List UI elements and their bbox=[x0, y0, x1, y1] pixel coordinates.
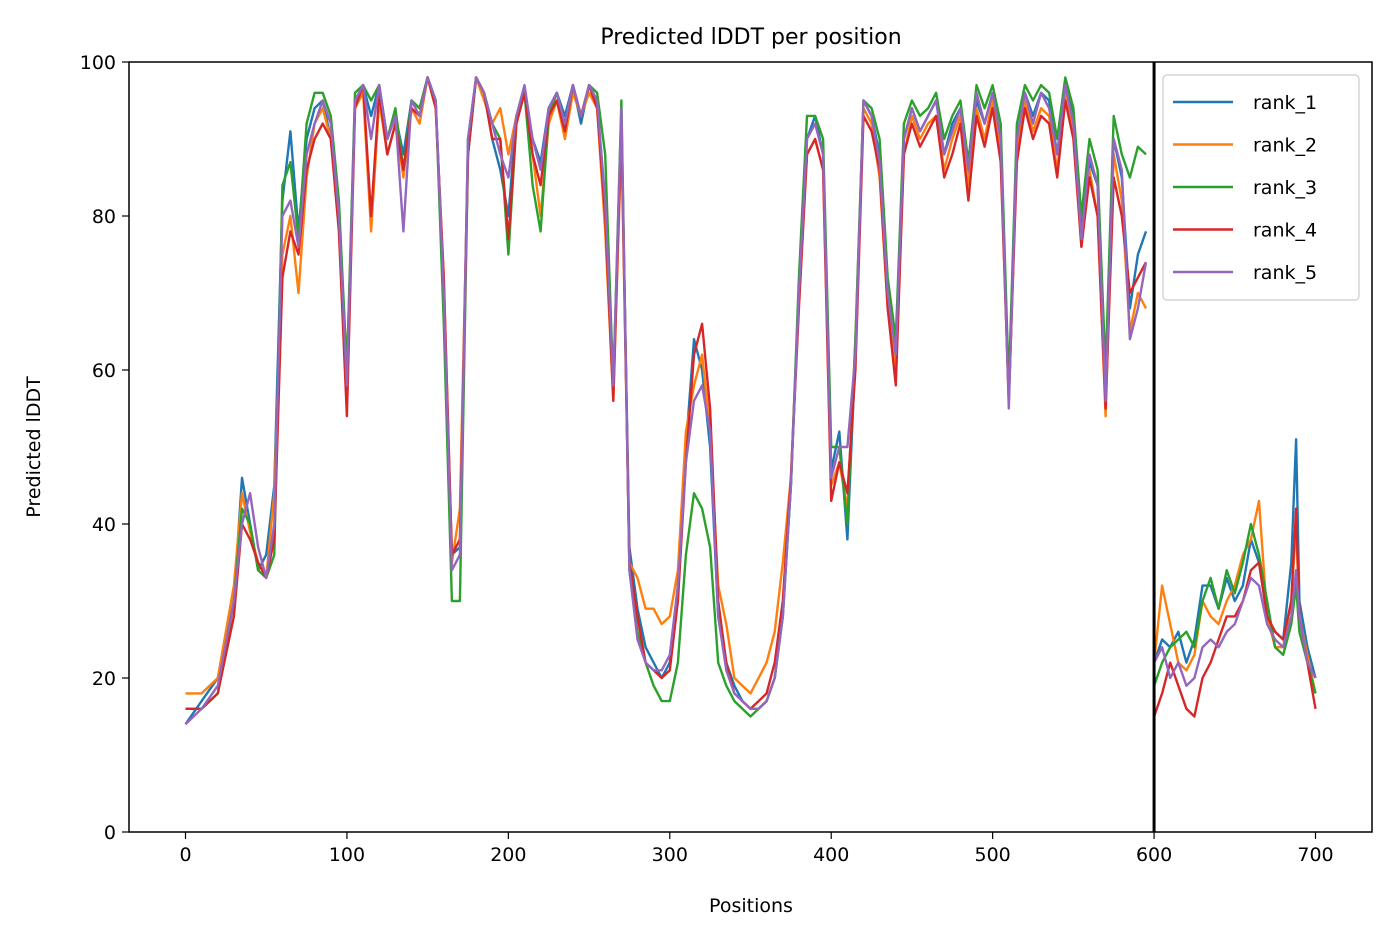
y-tick-label: 100 bbox=[80, 52, 116, 74]
series-line-rank_4 bbox=[185, 76, 1317, 718]
plot-frame bbox=[128, 61, 1373, 833]
series-layer bbox=[184, 76, 1317, 726]
x-tick-label: 400 bbox=[813, 844, 849, 866]
x-tick-label: 700 bbox=[1297, 844, 1333, 866]
legend-label-rank_2: rank_2 bbox=[1253, 135, 1317, 157]
x-tick-label: 200 bbox=[490, 844, 526, 866]
y-axis-label: Predicted lDDT bbox=[23, 376, 45, 518]
y-tick-label: 0 bbox=[104, 822, 116, 844]
series-line-rank_5 bbox=[184, 76, 1317, 726]
x-tick-label: 600 bbox=[1136, 844, 1172, 866]
y-tick-label: 40 bbox=[92, 514, 116, 536]
x-axis: 0 100 200 300 400 500 600 700 bbox=[179, 832, 1334, 866]
y-axis: 0 20 40 60 80 100 bbox=[80, 52, 129, 844]
legend-box bbox=[1162, 74, 1360, 301]
legend-label-rank_3: rank_3 bbox=[1253, 177, 1317, 199]
legend-label-rank_4: rank_4 bbox=[1253, 220, 1317, 242]
y-tick-label: 20 bbox=[92, 668, 116, 690]
legend-label-rank_5: rank_5 bbox=[1253, 262, 1317, 284]
chart-title: Predicted lDDT per position bbox=[600, 25, 901, 50]
y-tick-label: 60 bbox=[92, 360, 116, 382]
x-tick-label: 0 bbox=[179, 844, 191, 866]
x-axis-label: Positions bbox=[709, 895, 793, 917]
legend-label-rank_1: rank_1 bbox=[1253, 92, 1317, 114]
legend: rank_1 rank_2 rank_3 rank_4 rank_5 bbox=[1162, 74, 1360, 301]
x-tick-label: 500 bbox=[975, 844, 1011, 866]
y-tick-label: 80 bbox=[92, 206, 116, 228]
x-tick-label: 300 bbox=[652, 844, 688, 866]
x-tick-label: 100 bbox=[329, 844, 365, 866]
